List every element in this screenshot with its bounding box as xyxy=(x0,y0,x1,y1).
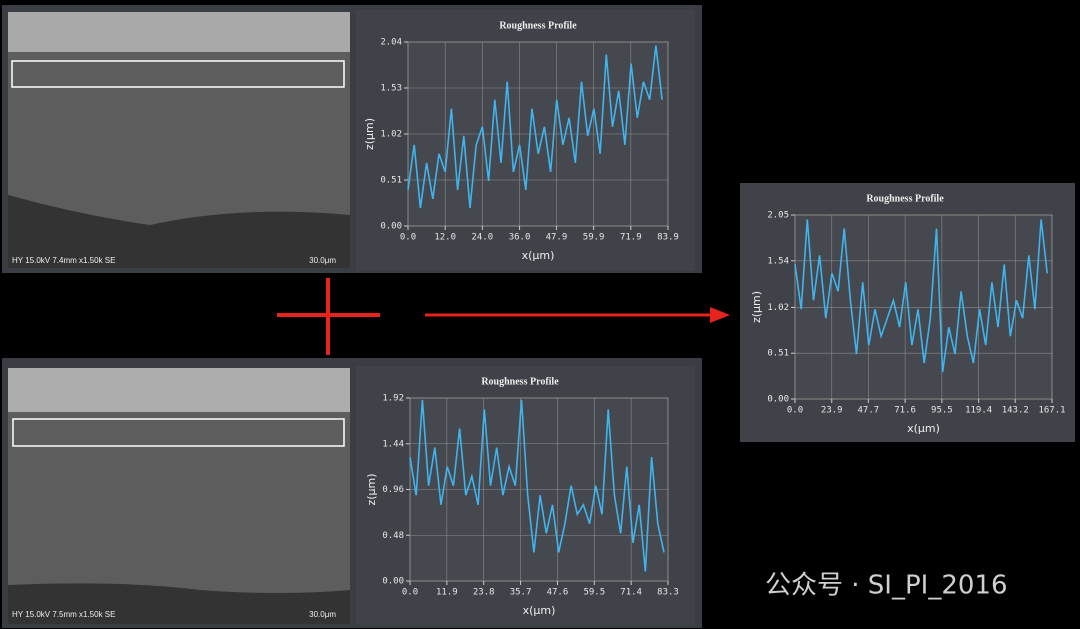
x-axis-label: x(μm) xyxy=(522,249,555,262)
x-tick-label: 0.0 xyxy=(787,406,803,416)
y-tick-label: 0.96 xyxy=(382,485,404,495)
x-tick-label: 143.2 xyxy=(1002,406,1029,416)
x-tick-label: 36.0 xyxy=(509,233,531,243)
selection-box xyxy=(12,418,345,447)
x-tick-label: 71.4 xyxy=(620,588,642,598)
y-tick-label: 0.00 xyxy=(380,222,402,232)
profile-line xyxy=(407,45,663,209)
sem-scale: 30.0μm xyxy=(309,610,336,619)
y-tick-label: 0.51 xyxy=(767,349,789,359)
y-axis-label: z(μm) xyxy=(363,118,376,150)
y-tick-label: 1.02 xyxy=(380,130,402,140)
x-tick-label: 35.7 xyxy=(510,588,532,598)
y-axis-label: z(μm) xyxy=(750,291,763,323)
x-axis-label: x(μm) xyxy=(907,422,940,435)
profile-line xyxy=(794,219,1048,373)
x-tick-label: 83.9 xyxy=(657,233,679,243)
y-tick-label: 1.44 xyxy=(382,439,404,449)
y-tick-label: 1.02 xyxy=(767,303,789,313)
y-tick-label: 1.92 xyxy=(382,394,404,404)
x-tick-label: 47.7 xyxy=(858,406,880,416)
x-tick-label: 83.3 xyxy=(657,588,679,598)
x-tick-label: 11.9 xyxy=(436,588,458,598)
x-tick-label: 0.0 xyxy=(400,233,416,243)
x-tick-label: 59.9 xyxy=(583,233,605,243)
x-tick-label: 167.1 xyxy=(1038,406,1065,416)
x-tick-label: 59.5 xyxy=(583,588,605,598)
chart-title: Roughness Profile xyxy=(481,376,559,387)
sem-layer xyxy=(8,583,350,624)
y-tick-label: 0.48 xyxy=(382,531,404,541)
y-tick-label: 2.04 xyxy=(380,38,402,48)
y-tick-label: 0.51 xyxy=(380,176,402,186)
chart-title: Roughness Profile xyxy=(866,193,944,204)
y-tick-label: 0.00 xyxy=(767,395,789,405)
y-tick-label: 1.53 xyxy=(380,84,402,94)
sem-layer xyxy=(8,12,350,52)
x-tick-label: 71.9 xyxy=(620,233,642,243)
chart-title: Roughness Profile xyxy=(499,20,577,31)
sem-caption: HY 15.0kV 7.4mm x1.50k SE xyxy=(12,256,115,265)
x-tick-label: 47.9 xyxy=(546,233,568,243)
y-tick-label: 1.54 xyxy=(767,256,789,266)
y-tick-label: 0.00 xyxy=(382,577,404,587)
x-axis-label: x(μm) xyxy=(523,604,556,617)
x-tick-label: 23.9 xyxy=(821,406,843,416)
x-tick-label: 47.6 xyxy=(547,588,569,598)
x-tick-label: 119.4 xyxy=(965,406,992,416)
x-tick-label: 95.5 xyxy=(931,406,953,416)
x-tick-label: 24.0 xyxy=(472,233,494,243)
x-tick-label: 12.0 xyxy=(434,233,456,243)
x-tick-label: 23.8 xyxy=(473,588,495,598)
sem-layer xyxy=(8,195,350,268)
selection-box xyxy=(11,60,345,88)
plot-area xyxy=(794,214,1053,400)
watermark: 公众号 · SI_PI_2016 xyxy=(765,571,1007,601)
arrow-head xyxy=(710,307,730,323)
sem-caption: HY 15.0kV 7.5mm x1.50k SE xyxy=(12,610,115,619)
sem-scale: 30.0μm xyxy=(309,256,336,265)
x-tick-label: 71.6 xyxy=(894,406,916,416)
x-tick-label: 0.0 xyxy=(402,588,418,598)
y-axis-label: z(μm) xyxy=(365,473,378,505)
profile-line xyxy=(409,399,665,572)
sem-layer xyxy=(8,368,350,412)
y-tick-label: 2.05 xyxy=(767,211,789,221)
